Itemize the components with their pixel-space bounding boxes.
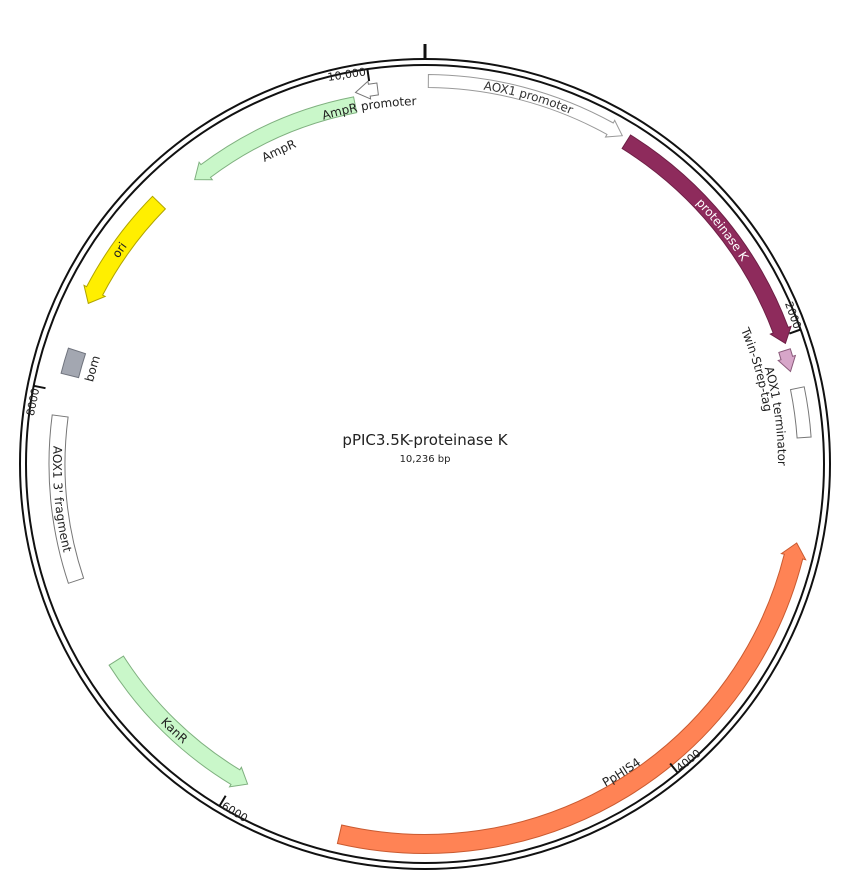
plasmid-length: 10,236 bp — [400, 454, 451, 465]
plasmid-name: pPIC3.5K-proteinase K — [342, 431, 508, 449]
tick-mark — [366, 69, 371, 82]
feature-label-text: bom — [82, 354, 103, 384]
feature-label-text: proteinase K — [694, 195, 752, 264]
feature-label: AOX1 promoter — [483, 78, 575, 116]
backbone-inner — [25, 64, 825, 864]
tick-label: 10,000 — [327, 66, 367, 84]
feature-arrow — [336, 542, 807, 854]
feature-arrow — [427, 73, 624, 138]
feature-label: AOX1 3' fragment — [50, 446, 75, 554]
feature-label: AmpR promoter — [320, 94, 416, 122]
feature-arrow — [83, 195, 167, 305]
feature-arrow — [789, 386, 812, 439]
feature-arrow — [777, 348, 797, 373]
feature-label-text: AOX1 3' fragment — [50, 446, 75, 554]
feature-arrow — [48, 414, 85, 584]
feature-arrow — [60, 347, 87, 379]
feature-label-text: AOX1 terminator — [762, 365, 789, 466]
feature-label-text: AOX1 promoter — [483, 78, 575, 116]
tick-mark — [218, 795, 227, 807]
tick-mark — [669, 762, 679, 774]
tick-mark — [789, 328, 801, 335]
feature-arrow — [108, 655, 249, 788]
feature-arrow — [194, 96, 358, 181]
feature-label: bom — [82, 354, 103, 384]
tick-label: 8000 — [24, 387, 42, 417]
feature-label: proteinase K — [694, 195, 752, 264]
tick-mark — [33, 384, 46, 390]
feature-label-text: AmpR promoter — [320, 94, 416, 122]
feature-arrow — [354, 80, 379, 100]
feature-label: AOX1 terminator — [762, 365, 789, 466]
feature-arrow — [621, 134, 792, 345]
